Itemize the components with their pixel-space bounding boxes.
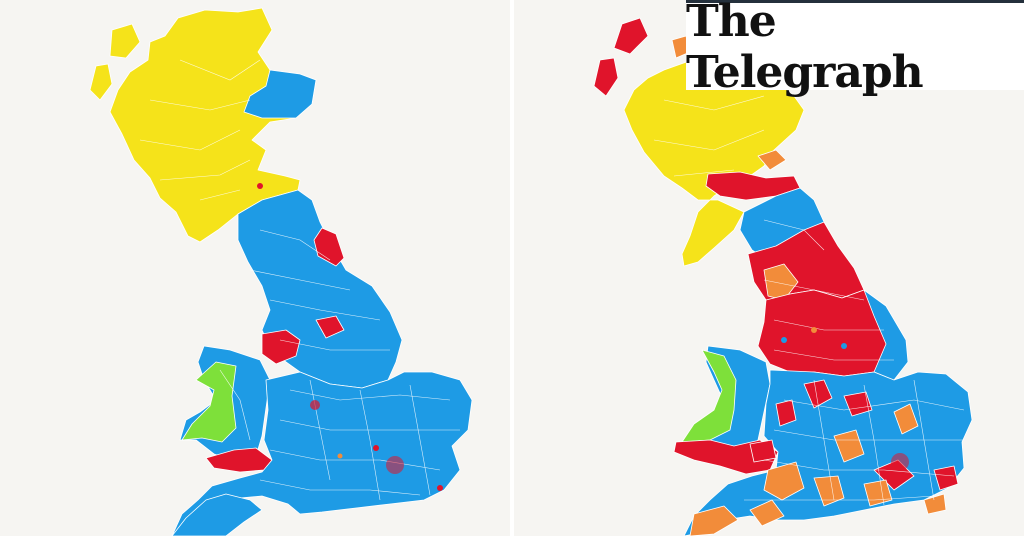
region-wales-west: [181, 361, 237, 443]
region-merseyside: [261, 315, 345, 365]
region-southwest: [171, 493, 263, 536]
masthead-logo: The Telegraph: [686, 0, 924, 98]
urban-markers-right: [781, 327, 909, 471]
region-scotland: [623, 53, 805, 267]
map-panel-left: [0, 0, 510, 536]
region-scotland-ne: [243, 69, 317, 119]
uk-map-left: [89, 7, 473, 536]
region-south-england: [171, 371, 473, 536]
uk-map-right: [593, 17, 973, 536]
panel-divider: [510, 0, 514, 536]
telegraph-masthead: The Telegraph: [686, 0, 1024, 98]
urban-markers-left: [257, 183, 443, 491]
region-north-east-pocket: [313, 227, 345, 267]
region-north-england: [237, 189, 403, 389]
region-scotland-islands: [89, 23, 141, 101]
constituency-lines-right: [653, 95, 965, 506]
region-north-orange: [763, 263, 799, 301]
region-islands: [593, 17, 649, 97]
constituency-lines-left: [139, 59, 460, 501]
region-scotland: [109, 7, 317, 243]
region-south-red: [749, 379, 959, 491]
region-south-orange: [689, 403, 947, 536]
